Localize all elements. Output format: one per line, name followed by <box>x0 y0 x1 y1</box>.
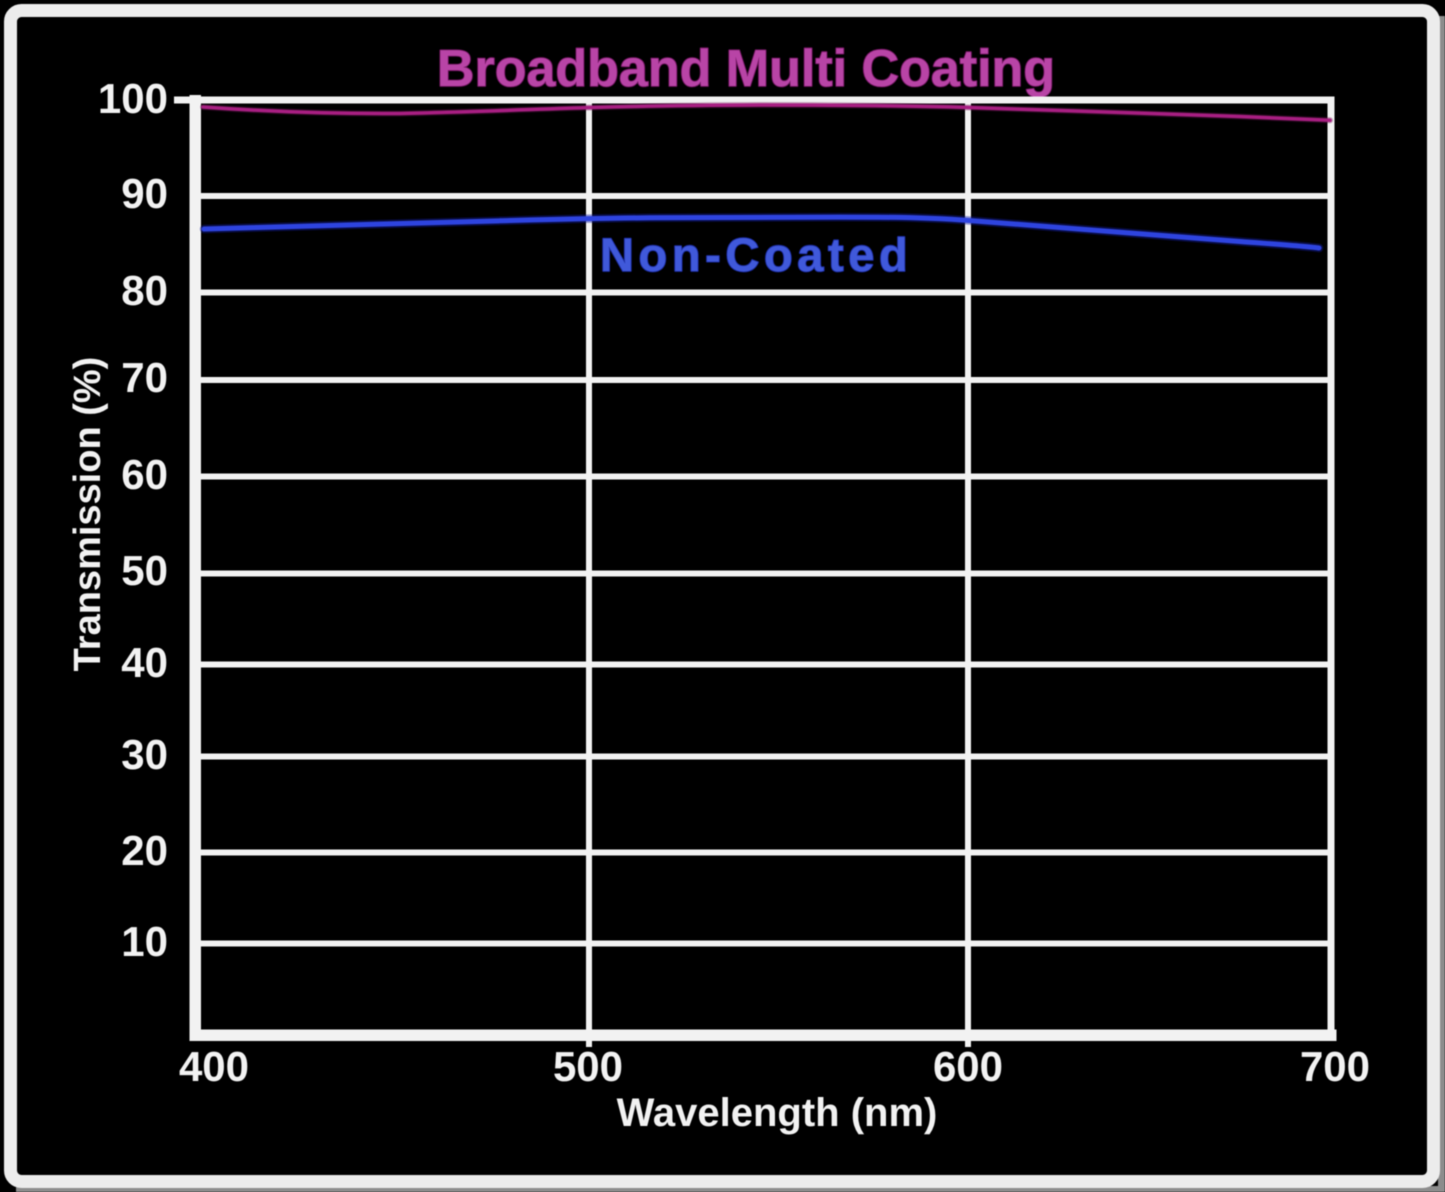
svg-text:Broadband Multi Coating: Broadband Multi Coating <box>437 40 1055 98</box>
svg-text:60: 60 <box>121 451 168 498</box>
svg-text:20: 20 <box>121 827 168 874</box>
svg-text:400: 400 <box>179 1043 249 1090</box>
svg-text:Non-Coated: Non-Coated <box>600 228 912 281</box>
svg-text:10: 10 <box>121 918 168 965</box>
svg-text:Transmission (%): Transmission (%) <box>67 357 109 672</box>
svg-text:100: 100 <box>98 75 168 122</box>
svg-text:40: 40 <box>121 639 168 686</box>
svg-text:Wavelength (nm): Wavelength (nm) <box>617 1091 938 1135</box>
svg-text:90: 90 <box>121 170 168 217</box>
svg-text:50: 50 <box>121 547 168 594</box>
svg-text:500: 500 <box>553 1043 623 1090</box>
svg-text:600: 600 <box>933 1043 1003 1090</box>
svg-text:30: 30 <box>121 731 168 778</box>
svg-text:80: 80 <box>121 267 168 314</box>
svg-text:70: 70 <box>121 354 168 401</box>
svg-text:700: 700 <box>1300 1043 1370 1090</box>
